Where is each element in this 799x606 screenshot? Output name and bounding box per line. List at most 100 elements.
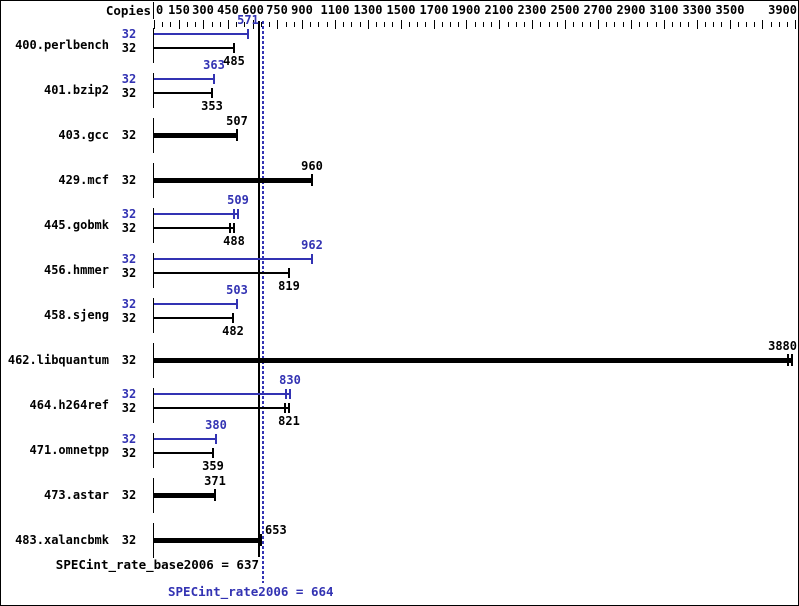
axis-tick [458,22,459,27]
row-axis-tick [153,208,154,243]
row-axis-tick [153,478,154,513]
benchmark-label: 400.perlbench [15,38,109,52]
bar-value-label: 507 [226,114,248,128]
axis-tick-label: 0 [156,3,164,17]
axis-tick [787,22,788,27]
axis-tick [154,20,155,29]
row-axis-tick [153,118,154,153]
axis-tick [376,22,377,27]
bar-both [154,133,237,138]
axis-tick [212,22,213,27]
axis-tick [721,22,722,27]
axis-tick [623,22,624,27]
bar-peak [154,258,312,260]
axis-tick [499,20,500,29]
axis-tick [417,22,418,27]
axis-tick-label: 1100 [320,3,350,17]
axis-tick [409,22,410,27]
bar-value-label: 819 [278,279,300,293]
copies-header-separator [153,2,154,19]
axis-tick [614,22,615,27]
axis-tick [162,22,163,27]
copies-value: 32 [121,173,137,187]
bar-value-label: 653 [265,523,287,537]
axis-tick [425,22,426,27]
axis-tick-label: 300 [192,3,214,17]
row-axis-tick [153,73,154,108]
axis-tick-label: 2900 [616,3,646,17]
axis-tick [771,22,772,27]
axis-tick [532,20,533,29]
copies-value: 32 [121,41,137,55]
benchmark-row: 401.bzip2 32 363 32 353 [1,59,798,113]
axis-tick [310,22,311,27]
axis-tick-label: 2500 [550,3,580,17]
axis-tick [540,22,541,27]
peak-mean-reference-line [262,21,264,583]
copies-value: 32 [121,353,137,367]
axis-tick [606,22,607,27]
bar-peak [154,213,238,215]
axis-tick [516,22,517,27]
bar-end-cap [311,254,313,264]
axis-tick [557,22,558,27]
bar-end-cap [232,313,234,323]
axis-tick [795,20,796,29]
axis-tick [590,22,591,27]
bar-value-label: 960 [301,159,323,173]
axis-tick [565,20,566,29]
benchmark-row: 462.libquantum 32 3880 [1,338,798,383]
bar-value-label: 509 [227,193,249,207]
bar-end-cap [212,448,214,458]
bar-end-cap [260,534,262,546]
bar-peak [154,393,290,395]
bar-end-cap [247,29,249,39]
row-axis-tick [153,433,154,468]
axis-tick-label: 1300 [353,3,383,17]
axis-tick-label: 3100 [649,3,679,17]
axis-tick [179,20,180,29]
benchmark-label: 429.mcf [58,173,109,187]
axis-tick [286,22,287,27]
benchmark-label: 483.xalancbmk [15,533,109,547]
bar-end-cap [214,489,216,501]
copies-value: 32 [121,533,137,547]
benchmark-label: 445.gobmk [43,218,109,232]
base-mean-reference-line [258,21,260,557]
axis-tick [351,22,352,27]
copies-value: 32 [121,297,137,311]
bar-value-label: 962 [301,238,323,252]
axis-tick [730,20,731,29]
axis-tick-label: 2300 [517,3,547,17]
axis-tick-label: 900 [291,3,313,17]
axis-tick [466,20,467,29]
axis-tick [392,22,393,27]
row-axis-tick [153,388,154,423]
axis-tick [524,22,525,27]
axis-tick-label: 1700 [419,3,449,17]
axis-tick [442,22,443,27]
axis-tick [713,22,714,27]
axis-tick-label: 2700 [583,3,613,17]
bar-base [154,407,289,409]
benchmark-row: 458.sjeng 32 503 32 482 [1,284,798,338]
axis-tick-label: 450 [217,3,239,17]
axis-tick [343,22,344,27]
axis-tick [779,22,780,27]
axis-tick-label: 3300 [682,3,712,17]
axis-tick [639,22,640,27]
axis-tick-label: 600 [242,3,264,17]
axis-tick [738,22,739,27]
spec-rate-base-summary: SPECint_rate_base2006 = 637 [55,557,259,572]
copies-value: 32 [121,207,137,221]
axis-tick [170,22,171,27]
benchmark-label: 471.omnetpp [29,443,109,457]
row-axis-tick [153,253,154,288]
benchmark-label: 464.h264ref [29,398,109,412]
axis-tick [705,22,706,27]
axis-tick-label: 2100 [484,3,514,17]
axis-tick [598,20,599,29]
benchmark-row: 473.astar 32 371 [1,473,798,518]
bar-end-cap [311,174,313,186]
bar-end-cap [284,403,286,413]
